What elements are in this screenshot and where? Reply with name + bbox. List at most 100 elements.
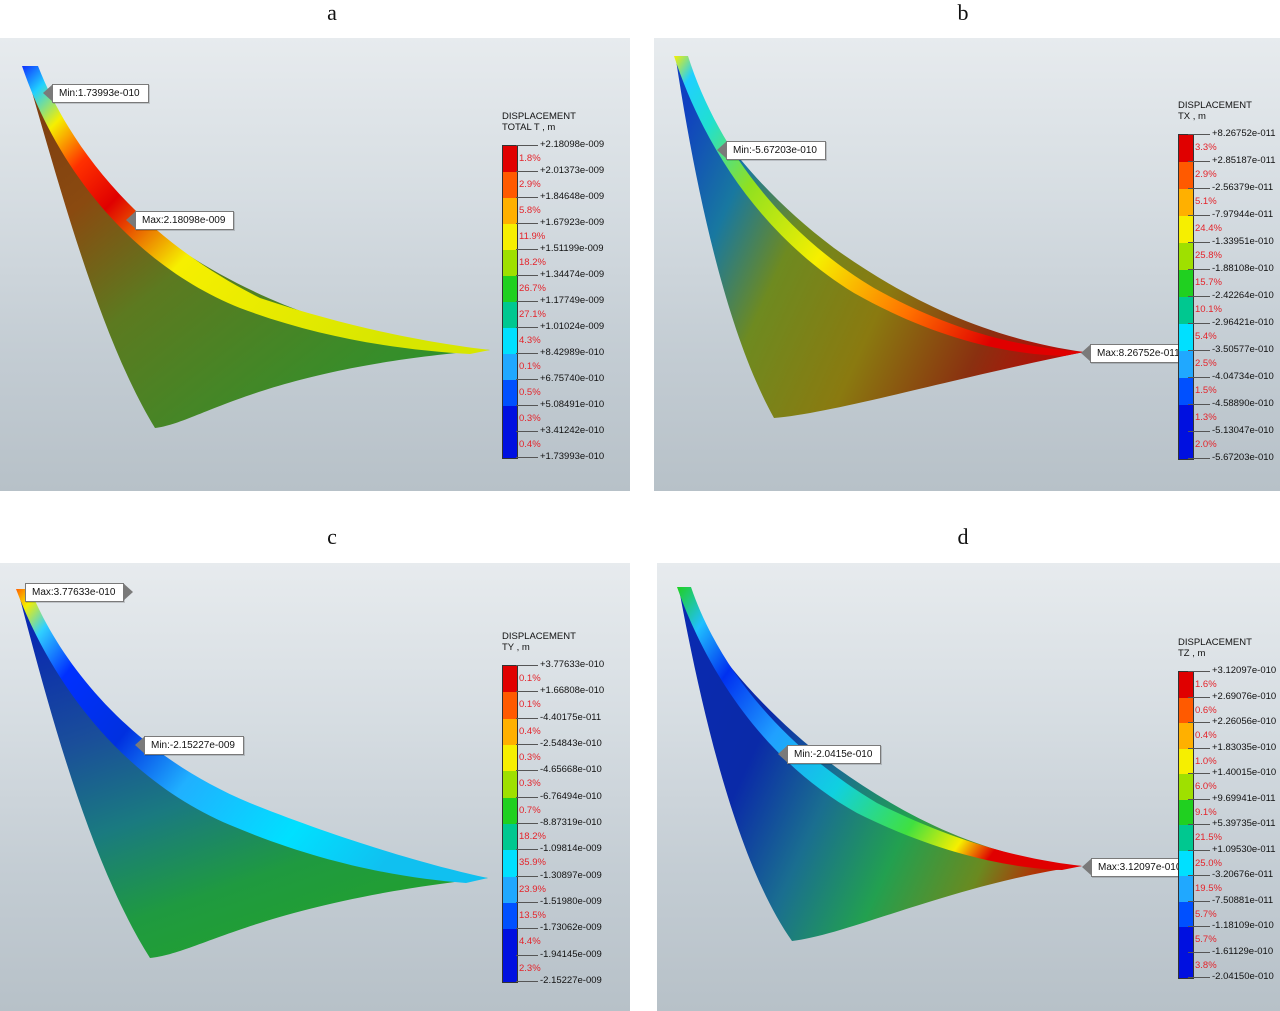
panel-b-shell-model (674, 56, 1084, 418)
legend-percent: 0.4% (1195, 730, 1217, 741)
legend-percent: 5.8% (519, 205, 541, 216)
panel-b-viewport: Min:-5.67203e-010 Max:8.26752e-011 DISPL… (654, 38, 1280, 491)
legend-value: +1.09530e-011 (1187, 843, 1276, 855)
colorbar-segment (1179, 748, 1193, 774)
legend-percent: 0.4% (519, 725, 541, 737)
legend-unit-line: TY , m (502, 642, 530, 653)
legend-value: -5.13047e-010 (1188, 425, 1274, 436)
colorbar-segment (503, 823, 517, 851)
legend-value: +8.26752e-011 (1187, 128, 1276, 139)
panel-b-legend: DISPLACEMENT TX , m +8.26752e-011 +2.8518… (1178, 100, 1280, 470)
colorbar-segment (1179, 672, 1193, 698)
legend-value: +3.77633e-010 (515, 659, 605, 670)
legend-value: -2.04150e-010 (1188, 971, 1274, 982)
legend-value: -2.56379e-011 (1187, 182, 1274, 193)
legend-percent: 21.5% (1195, 832, 1222, 843)
legend-value: -6.76494e-010 (516, 790, 602, 802)
legend-value: +8.42989e-010 (515, 347, 605, 358)
legend-unit-line: TZ , m (1178, 648, 1206, 659)
panel-d-colorbar (1178, 671, 1194, 979)
legend-value: +1.34474e-009 (515, 269, 605, 280)
legend-percent: 6.0% (1195, 781, 1217, 792)
panel-a-colorbar (502, 145, 518, 459)
colorbar-segment (503, 876, 517, 903)
panel-c-min-label: Min:-2.15227e-009 (151, 740, 235, 751)
legend-value: -1.18109e-010 (1188, 920, 1274, 931)
panel-letter-b: b (957, 0, 969, 25)
legend-percent: 15.7% (1195, 277, 1222, 288)
legend-value: -4.58890e-010 (1188, 398, 1274, 409)
legend-percent: 0.4% (519, 439, 541, 450)
colorbar-segment (503, 666, 517, 693)
legend-value: -4.40175e-011 (515, 711, 602, 723)
colorbar-segment (503, 771, 517, 798)
colorbar-segment (1179, 697, 1193, 723)
colorbar-segment (503, 328, 517, 354)
panel-c-viewport: Max:3.77633e-010 Min:-2.15227e-009 DISPL… (0, 563, 630, 1011)
legend-percent: 19.5% (1195, 883, 1222, 894)
legend-percent: 1.8% (519, 153, 541, 164)
legend-percent: 5.7% (1195, 934, 1217, 945)
legend-percent: 5.4% (1195, 331, 1217, 342)
colorbar-segment (1179, 927, 1193, 953)
panel-c-shell-model (16, 589, 488, 958)
colorbar-segment (503, 406, 517, 432)
colorbar-segment (1179, 723, 1193, 749)
colorbar-segment (1179, 351, 1193, 378)
panel-a-legend-title: DISPLACEMENT TOTAL T , m (502, 111, 576, 133)
legend-percent: 3.3% (1195, 142, 1217, 153)
panel-letter-a: a (327, 0, 337, 25)
legend-value: -2.96421e-010 (1188, 317, 1274, 328)
legend-value: +1.01024e-009 (515, 321, 605, 332)
panel-a-max-callout: Max:2.18098e-009 (125, 211, 235, 230)
legend-title-line: DISPLACEMENT (1178, 637, 1252, 648)
colorbar-segment (503, 172, 517, 198)
legend-percent: 1.0% (1195, 755, 1217, 767)
panel-d-viewport: Min:-2.0415e-010 Max:3.12097e-010 DISPLA… (657, 563, 1280, 1011)
panel-a-max-label: Max:2.18098e-009 (142, 215, 226, 226)
legend-value: +2.85187e-011 (1187, 155, 1276, 166)
colorbar-segment (1179, 324, 1193, 351)
legend-percent: 23.9% (519, 883, 546, 895)
legend-percent: 25.8% (1195, 250, 1222, 261)
legend-percent: 11.9% (519, 231, 546, 242)
legend-percent: 13.5% (519, 910, 546, 921)
legend-percent: 1.5% (1195, 385, 1217, 396)
legend-value: -2.42264e-010 (1188, 290, 1274, 301)
panel-d-legend-title: DISPLACEMENT TZ , m (1178, 637, 1252, 659)
panel-c-legend-title: DISPLACEMENT TY , m (502, 631, 576, 653)
legend-percent: 0.6% (1195, 704, 1217, 716)
legend-value: -1.73062e-009 (516, 922, 602, 934)
legend-value: +1.40015e-010 (1187, 767, 1277, 778)
panel-c-min-callout: Min:-2.15227e-009 (135, 736, 244, 755)
legend-percent: 2.5% (1195, 358, 1217, 369)
panel-d-shell-model (677, 587, 1082, 941)
legend-percent: 1.3% (1195, 412, 1217, 423)
panel-c-max-label: Max:3.77633e-010 (32, 587, 116, 598)
colorbar-segment (1179, 952, 1193, 978)
legend-value: +1.73993e-010 (515, 451, 605, 462)
colorbar-segment (1179, 901, 1193, 927)
legend-value: -1.94145e-009 (516, 948, 602, 960)
colorbar-segment (503, 744, 517, 772)
panel-a-legend: DISPLACEMENT TOTAL T , m +2.18098e-009 +2… (502, 111, 627, 471)
legend-value: -1.88108e-010 (1188, 263, 1274, 274)
legend-value: -4.65668e-010 (516, 764, 602, 776)
panel-a-viewport: Min:1.73993e-010 Max:2.18098e-009 DISPLA… (0, 38, 630, 491)
legend-percent: 4.4% (519, 936, 541, 948)
legend-value: +1.66808e-010 (515, 685, 605, 697)
legend-value: -5.67203e-010 (1188, 452, 1274, 463)
legend-percent: 0.5% (519, 387, 541, 398)
legend-value: -7.50881e-011 (1187, 894, 1274, 906)
panel-b-min-label: Min:-5.67203e-010 (733, 145, 817, 156)
legend-percent: 26.7% (519, 283, 546, 294)
legend-percent: 18.2% (519, 257, 546, 268)
legend-percent: 2.9% (1195, 169, 1217, 180)
legend-percent: 5.1% (1195, 196, 1217, 207)
legend-value: +1.51199e-009 (515, 243, 604, 254)
colorbar-segment (503, 146, 517, 172)
legend-value: +2.18098e-009 (515, 139, 605, 150)
panel-d-legend: DISPLACEMENT TZ , m +3.12097e-010 +2.6907… (1178, 637, 1280, 997)
legend-value: +1.84648e-009 (515, 191, 605, 202)
colorbar-segment (1179, 850, 1193, 876)
